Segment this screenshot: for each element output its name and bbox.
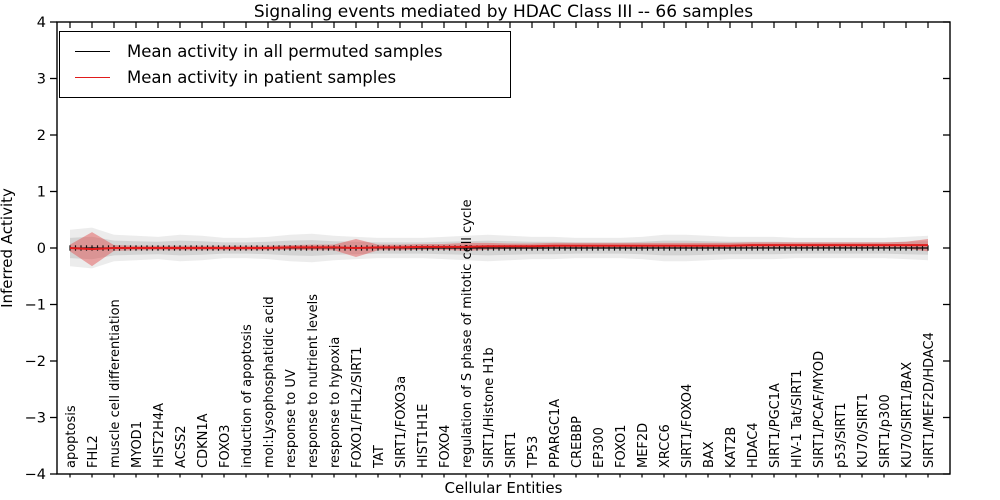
x-tick-label: apoptosis (64, 405, 79, 468)
x-tick-label: KU70/SIRT1 (856, 393, 871, 468)
x-tick-label: HIST1H1E (416, 404, 431, 468)
patient-mean-line (69, 244, 928, 251)
y-tick-label: 0 (37, 241, 46, 257)
legend: Mean activity in all permuted samples Me… (59, 31, 511, 98)
black-line-swatch-icon (75, 51, 110, 52)
y-tick-label: −3 (25, 411, 46, 427)
x-tick-label: SIRT1/PCAF/MYOD (812, 351, 827, 468)
x-tick-label: TAT (372, 445, 387, 469)
x-tick-label: BAX (702, 441, 717, 468)
x-tick-label: response to nutrient levels (306, 294, 321, 468)
y-tick-label: 3 (37, 72, 46, 88)
x-axis-label: Cellular Entities (444, 479, 563, 497)
x-tick-label: SIRT1/Histone H1b (482, 347, 497, 468)
x-tick-label: p53/SIRT1 (834, 402, 849, 468)
x-tick-label: HDAC4 (746, 422, 761, 468)
x-tick-label: SIRT1/FOXO4 (680, 384, 695, 468)
x-tick-label: MEF2D (636, 423, 651, 468)
x-tick-label: FHL2 (86, 435, 101, 468)
x-tick-label: ACSS2 (174, 425, 189, 468)
x-tick-label: FOXO1 (614, 425, 629, 468)
x-tick-label: MYOD1 (130, 421, 145, 468)
y-tick-label: 2 (37, 128, 46, 144)
y-tick-label: −1 (25, 298, 46, 314)
legend-label: Mean activity in patient samples (127, 68, 397, 87)
x-tick-label: SIRT1/p300 (878, 394, 893, 468)
y-tick-label: −2 (25, 354, 46, 370)
x-tick-label: SIRT1/MEF2D/HDAC4 (922, 332, 937, 468)
y-tick-label: 4 (37, 15, 46, 31)
x-tick-label: mol:Lysophosphatidic acid (262, 296, 277, 468)
legend-label: Mean activity in all permuted samples (127, 42, 443, 61)
x-tick-label: HIV-1 Tat/SIRT1 (790, 370, 805, 468)
x-tick-label: muscle cell differentiation (108, 299, 123, 468)
x-tick-label: TP53 (526, 436, 541, 469)
chart-title: Signaling events mediated by HDAC Class … (253, 2, 754, 22)
x-tick-label: induction of apoptosis (240, 324, 255, 468)
x-tick-label: response to UV (284, 369, 299, 468)
x-tick-label: HIST2H4A (152, 403, 167, 468)
x-tick-label: SIRT1/FOXO3a (394, 376, 409, 468)
y-axis-label: Inferred Activity (0, 188, 16, 308)
red-line-swatch-icon (75, 77, 110, 78)
x-tick-label: KU70/SIRT1/BAX (900, 362, 915, 468)
legend-item-patient: Mean activity in patient samples (60, 68, 510, 87)
x-tick-label: FOXO4 (438, 425, 453, 468)
x-tick-label: EP300 (592, 427, 607, 468)
x-tick-label: FOXO1/FHL2/SIRT1 (350, 347, 365, 468)
x-tick-label: PPARGC1A (548, 399, 563, 468)
x-tick-label: FOXO3 (218, 425, 233, 468)
x-tick-label: XRCC6 (658, 424, 673, 468)
x-tick-label: KAT2B (724, 427, 739, 468)
y-tick-label: 1 (37, 185, 46, 201)
y-tick-label: −4 (25, 467, 46, 483)
x-tick-label: CDKN1A (196, 413, 211, 468)
x-tick-label: regulation of S phase of mitotic cell cy… (460, 199, 475, 468)
x-tick-label: CREBBP (570, 416, 585, 468)
legend-item-permuted: Mean activity in all permuted samples (60, 42, 510, 61)
x-tick-label: SIRT1 (504, 432, 519, 468)
x-tick-label: response to hypoxia (328, 337, 343, 468)
x-tick-label: SIRT1/PGC1A (768, 383, 783, 468)
